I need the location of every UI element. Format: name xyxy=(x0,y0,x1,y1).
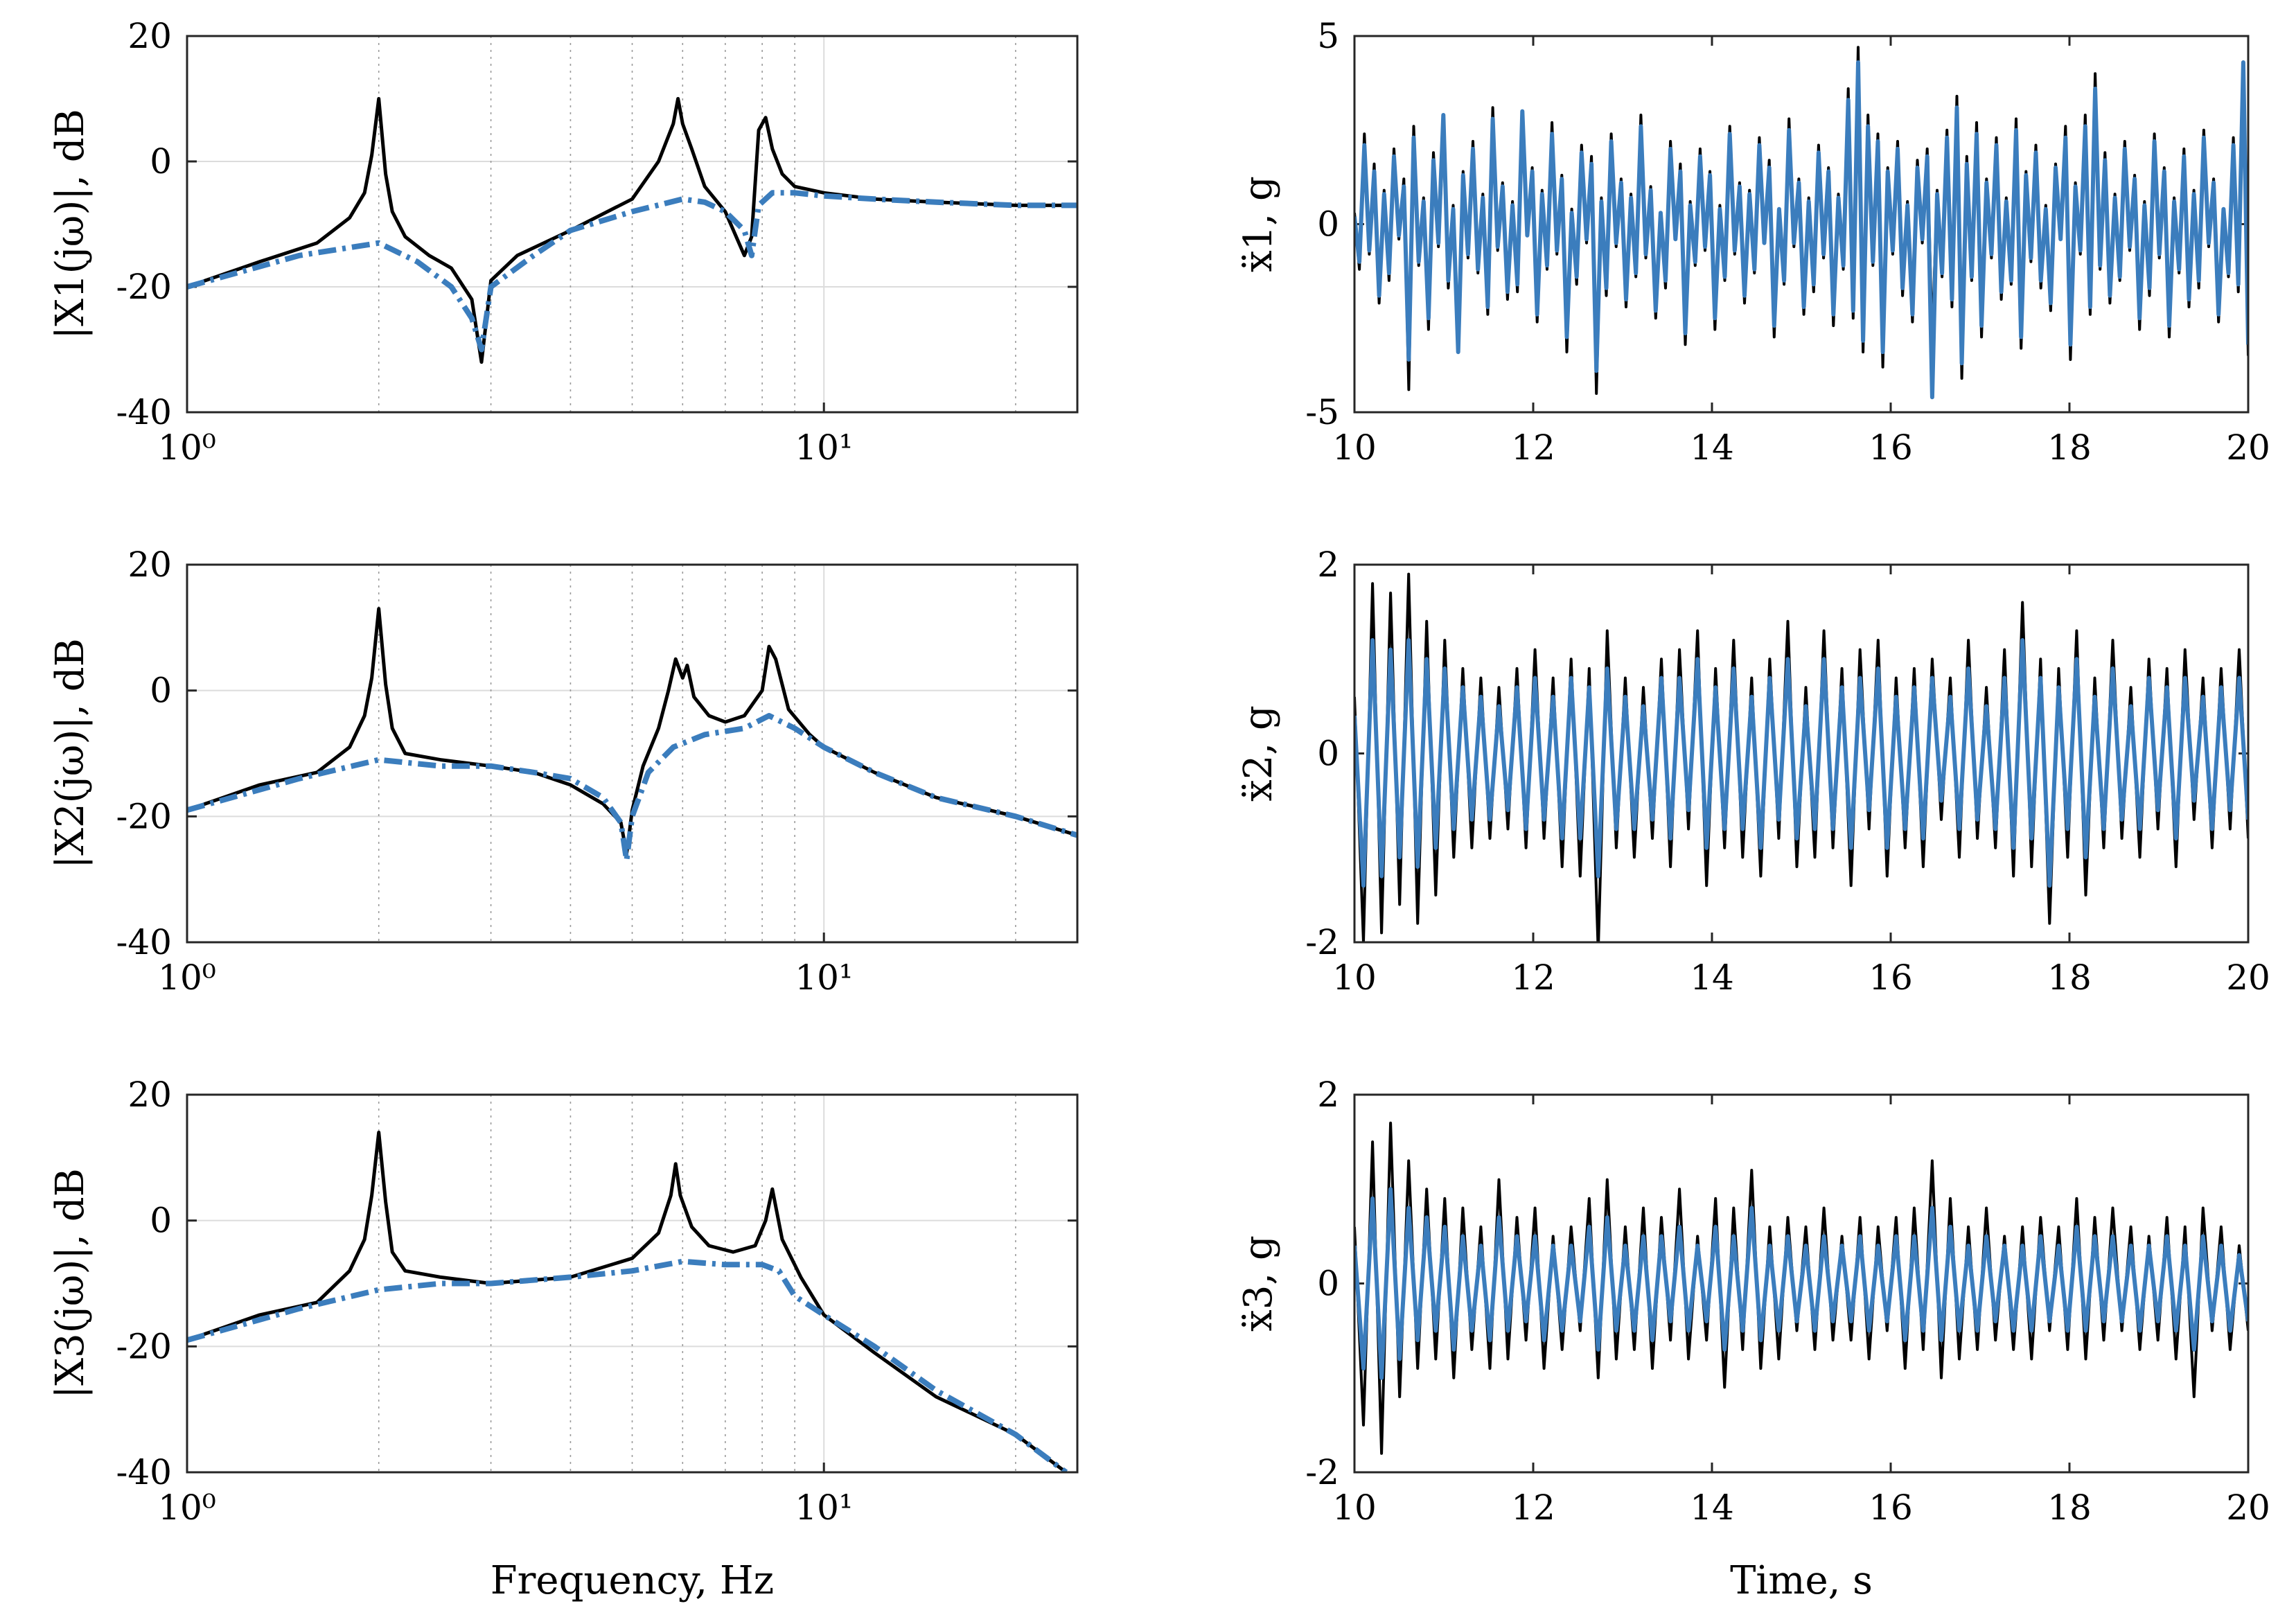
series-group xyxy=(1354,572,2248,942)
series-a-line xyxy=(187,97,1077,364)
y-tick-label: 0 xyxy=(1317,204,1339,245)
axes-frame xyxy=(186,35,1079,414)
x-tick-label: 10⁰ xyxy=(158,427,216,468)
y-axis-label: |X3(jω)|, dB xyxy=(48,1168,93,1399)
y-tick-label: -20 xyxy=(116,1326,172,1366)
y-axis-label: ẍ1, g xyxy=(1236,176,1281,272)
y-tick-label: -20 xyxy=(116,267,172,307)
y-tick-label: 0 xyxy=(150,671,172,711)
x-tick-label: 10¹ xyxy=(795,957,853,998)
series-a-line xyxy=(187,607,1077,856)
x-tick-label: 16 xyxy=(1869,957,1913,998)
y-tick-label: 20 xyxy=(127,1075,172,1115)
x-tick-label: 12 xyxy=(1511,957,1555,998)
y-tick-label: -40 xyxy=(116,922,172,962)
y-tick-label: 0 xyxy=(150,1201,172,1241)
y-tick-label: -20 xyxy=(116,796,172,836)
series-b-line xyxy=(187,190,1077,353)
series-b-line xyxy=(187,1258,1068,1472)
series-b-line xyxy=(187,713,1077,863)
series-a-line xyxy=(187,1131,1068,1472)
x-tick-label: 20 xyxy=(2226,427,2270,468)
x-tick-label: 18 xyxy=(2047,427,2092,468)
series-b-line xyxy=(1354,638,2248,888)
x-tick-label: 10 xyxy=(1332,1488,1377,1528)
y-tick-label: 0 xyxy=(150,141,172,182)
x-tick-label: 10 xyxy=(1332,427,1377,468)
series-b-line xyxy=(1354,1187,2248,1380)
y-tick-label: -40 xyxy=(116,1452,172,1492)
x-tick-label: 10⁰ xyxy=(158,1488,216,1528)
y-axis-label: ẍ2, g xyxy=(1236,705,1281,802)
y-tick-label: 5 xyxy=(1317,16,1339,56)
series-group xyxy=(187,1131,1068,1472)
x-axis-label: Time, s xyxy=(1730,1558,1873,1603)
x-tick-label: 18 xyxy=(2047,957,2092,998)
y-tick-label: 2 xyxy=(1317,1075,1339,1115)
x-tick-label: 14 xyxy=(1690,1488,1734,1528)
y-tick-label: 20 xyxy=(127,16,172,56)
series-b-line xyxy=(1354,60,2248,400)
x-tick-label: 10¹ xyxy=(795,427,853,468)
y-tick-label: 0 xyxy=(1317,734,1339,774)
x-tick-label: 16 xyxy=(1869,427,1913,468)
x-tick-label: 12 xyxy=(1511,1488,1555,1528)
y-tick-label: -5 xyxy=(1305,392,1339,432)
series-group xyxy=(187,97,1077,364)
y-tick-label: -2 xyxy=(1305,922,1339,962)
x-tick-label: 14 xyxy=(1690,957,1734,998)
x-tick-label: 14 xyxy=(1690,427,1734,468)
y-axis-label: |X1(jω)|, dB xyxy=(48,109,93,339)
x-tick-label: 10⁰ xyxy=(158,957,216,998)
series-group xyxy=(187,607,1077,863)
y-tick-label: -2 xyxy=(1305,1452,1339,1492)
x-tick-label: 16 xyxy=(1869,1488,1913,1528)
axes-frame xyxy=(1353,35,2250,414)
x-tick-label: 10¹ xyxy=(795,1488,853,1528)
y-tick-label: 20 xyxy=(127,545,172,585)
x-tick-label: 20 xyxy=(2226,957,2270,998)
axes-frame xyxy=(1353,563,2250,944)
y-tick-label: 0 xyxy=(1317,1264,1339,1304)
axes-frame xyxy=(1353,1093,2250,1474)
y-axis-label: |X2(jω)|, dB xyxy=(48,638,93,869)
axes-frame xyxy=(186,1093,1079,1474)
plot-time-response-1: 5 0 -510 12 14 16 18 20 ẍ1, g xyxy=(1236,16,2270,468)
series-group xyxy=(1354,1121,2248,1455)
x-tick-label: 18 xyxy=(2047,1488,2092,1528)
x-tick-label: 10 xyxy=(1332,957,1377,998)
series-group xyxy=(1354,46,2248,400)
y-tick-label: 2 xyxy=(1317,545,1339,585)
y-axis-label: ẍ3, g xyxy=(1236,1235,1281,1332)
x-tick-label: 20 xyxy=(2226,1488,2270,1528)
y-tick-label: -40 xyxy=(116,392,172,432)
x-tick-label: 12 xyxy=(1511,427,1555,468)
axes-frame xyxy=(186,563,1079,944)
x-axis-label: Frequency, Hz xyxy=(491,1558,774,1603)
